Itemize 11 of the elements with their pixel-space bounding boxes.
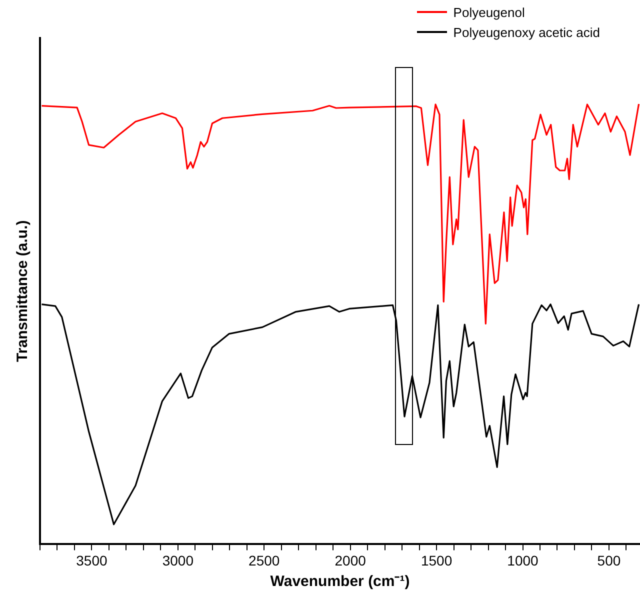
x-tick-label: 3500 (76, 552, 108, 568)
legend-label: Polyeugenoxy acetic acid (453, 24, 600, 40)
legend-label: Polyeugenol (453, 4, 525, 20)
x-tick-label: 1000 (507, 552, 539, 568)
x-tick-label: 2500 (248, 552, 280, 568)
x-tick-label: 3000 (162, 552, 194, 568)
x-tick-label: 500 (597, 552, 621, 568)
x-tick-label: 2000 (334, 552, 366, 568)
y-axis-title: Transmittance (a.u.) (14, 220, 32, 362)
x-axis-title: Wavenumber (cm⁻¹) (270, 573, 410, 590)
x-tick-label: 1500 (420, 552, 452, 568)
